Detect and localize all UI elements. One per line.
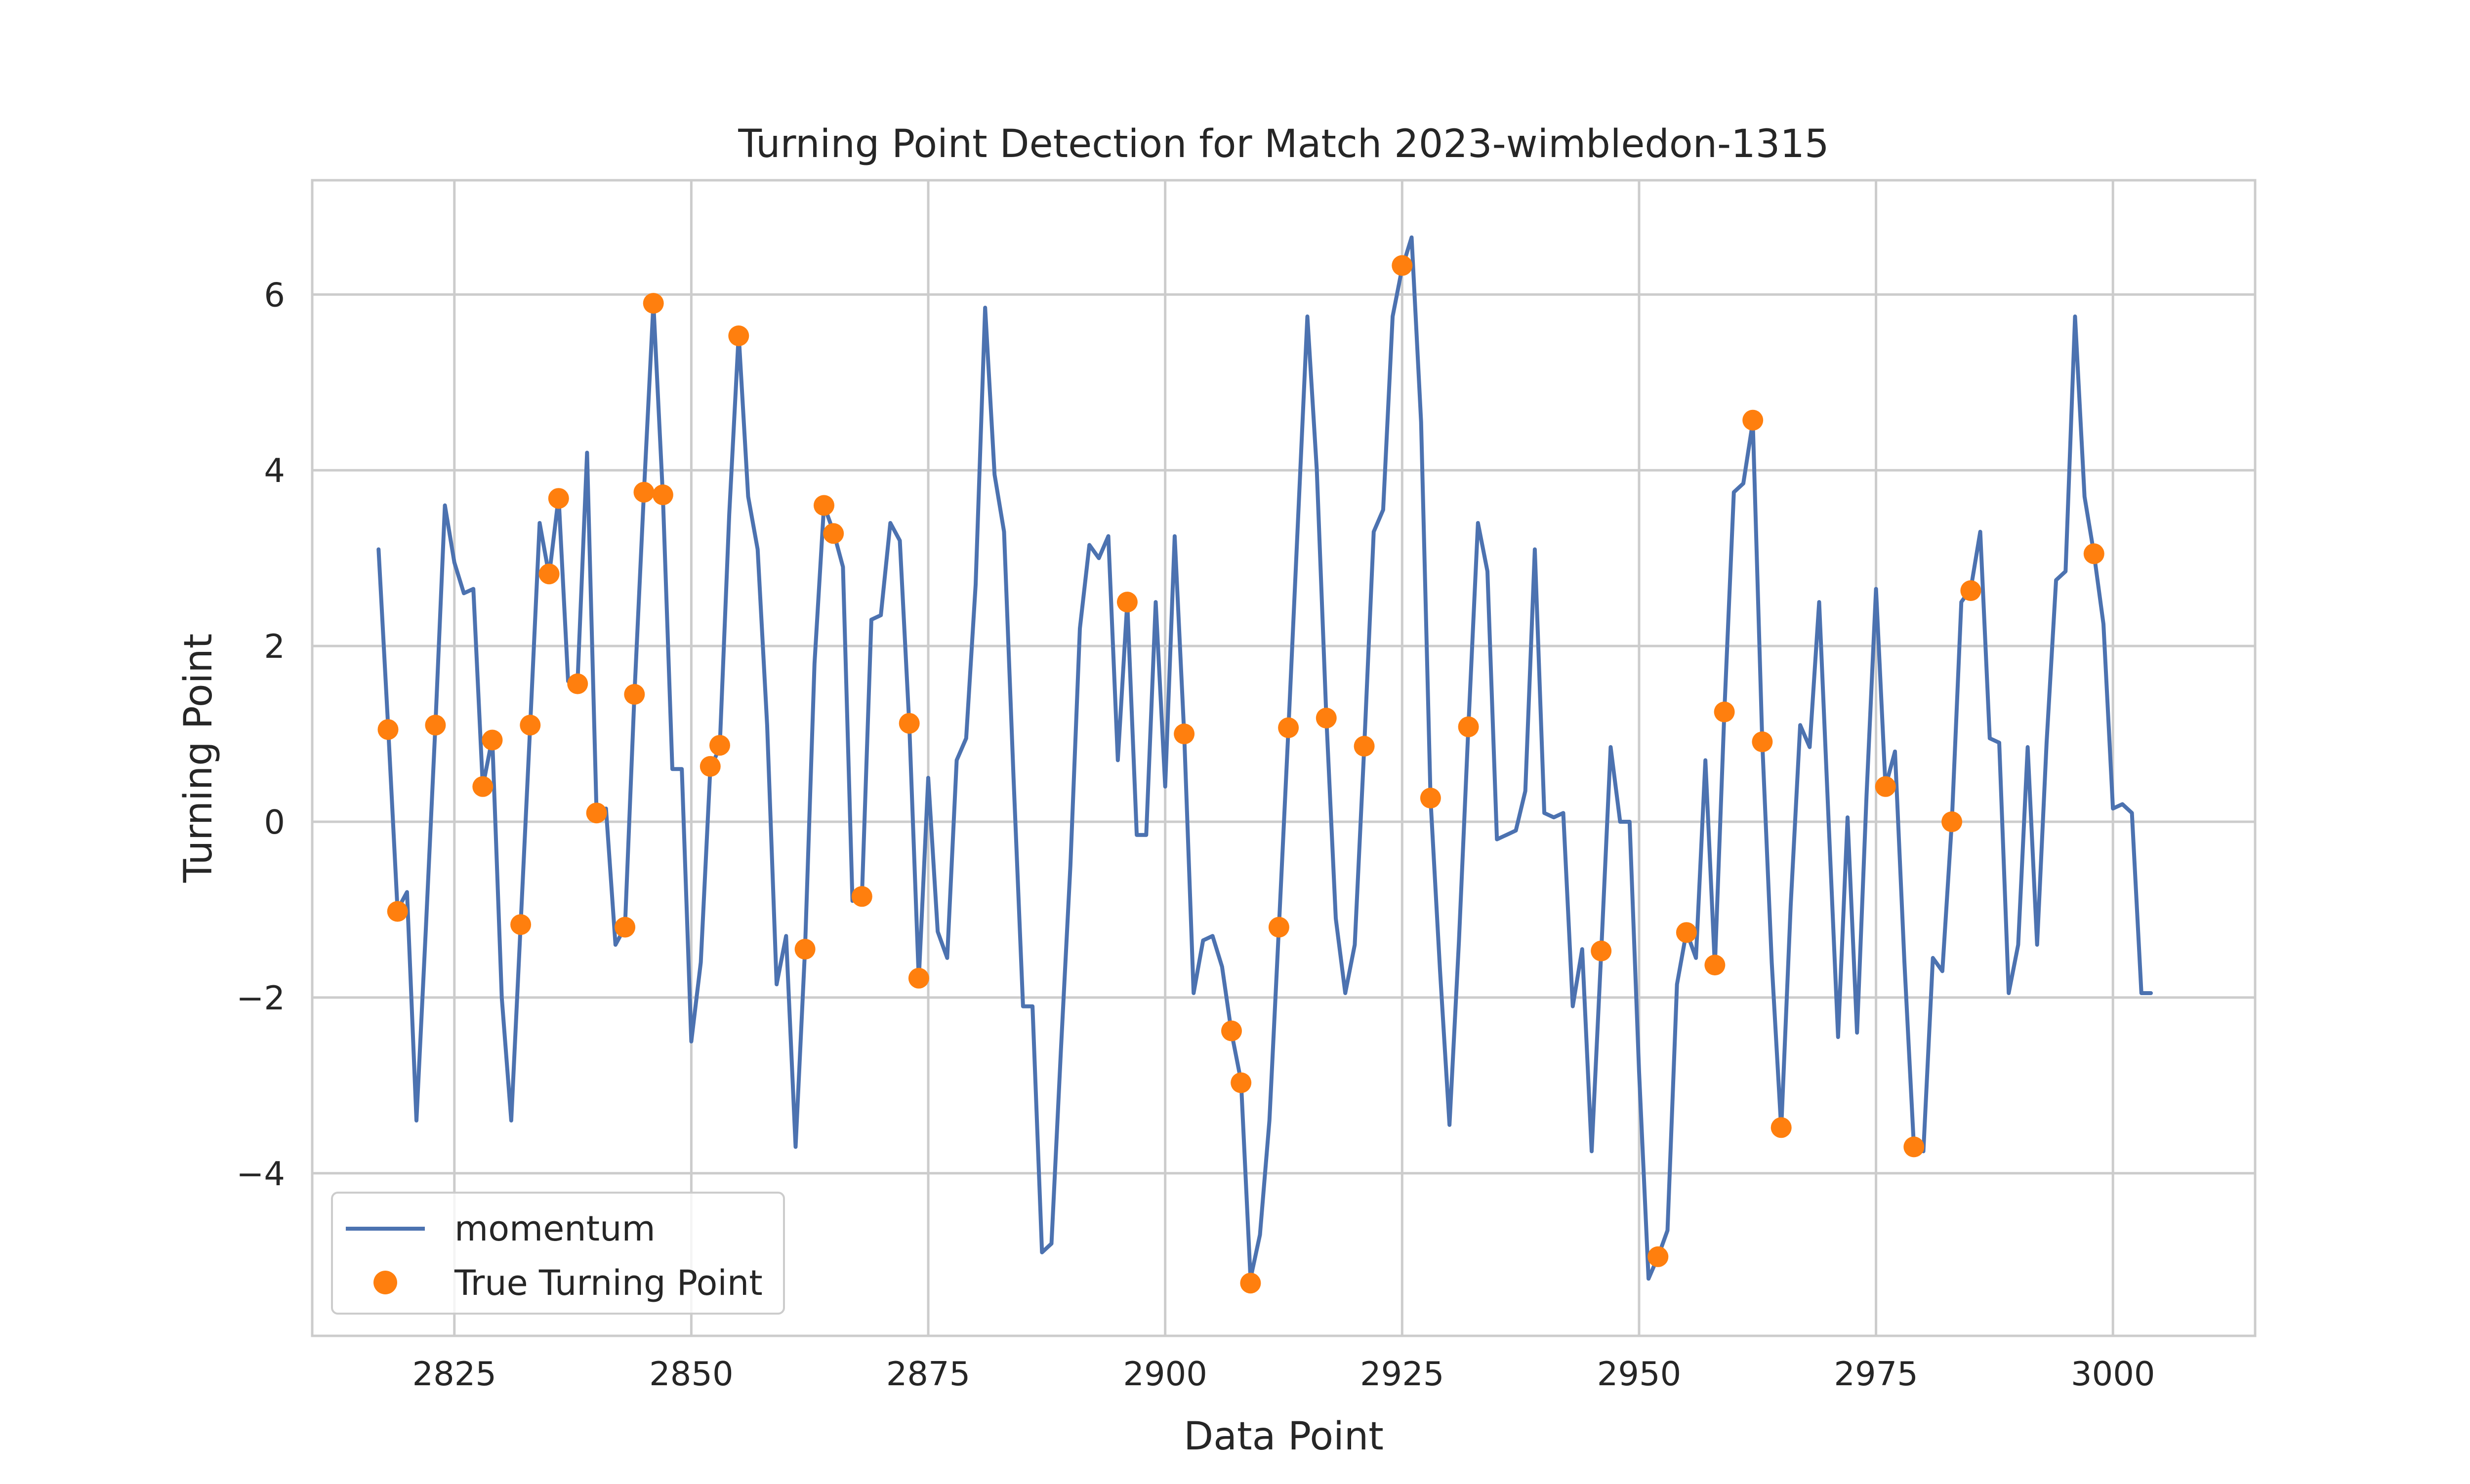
turning-point-marker <box>1116 592 1138 613</box>
turning-point-marker <box>624 684 645 705</box>
turning-point-marker <box>633 481 655 503</box>
legend-turning-point-swatch <box>373 1271 397 1294</box>
turning-point-marker <box>899 713 920 734</box>
point-layer <box>377 255 2104 1294</box>
turning-point-marker <box>1742 409 1764 431</box>
line-layer <box>376 235 2153 1281</box>
turning-point-marker <box>1647 1246 1669 1267</box>
turning-point-marker <box>1420 788 1441 808</box>
turning-point-marker <box>643 293 664 314</box>
legend: momentum True Turning Point <box>331 1192 785 1315</box>
turning-point-marker <box>586 802 607 824</box>
x-tick-label: 2975 <box>1834 1355 1918 1393</box>
turning-point-marker <box>851 886 872 907</box>
turning-point-marker <box>520 715 541 736</box>
turning-point-marker <box>823 523 844 544</box>
turning-point-marker <box>1240 1273 1261 1294</box>
x-tick-label: 3000 <box>2071 1355 2155 1393</box>
turning-point-marker <box>615 917 636 938</box>
turning-point-marker <box>482 729 503 751</box>
chart-title: Turning Point Detection for Match 2023-w… <box>738 122 1829 166</box>
turning-point-marker <box>794 939 816 960</box>
turning-point-marker <box>1392 255 1413 276</box>
turning-point-marker <box>425 715 446 736</box>
turning-point-marker <box>548 488 569 509</box>
x-axis-label: Data Point <box>1184 1414 1384 1459</box>
legend-box <box>331 1192 785 1315</box>
turning-point-marker <box>377 719 399 740</box>
y-axis-label: Turning Point <box>176 634 221 883</box>
turning-point-marker <box>1278 717 1299 738</box>
turning-point-marker <box>1704 955 1726 976</box>
y-tick-label: 0 <box>264 803 285 842</box>
y-tick-label: 2 <box>264 627 285 666</box>
turning-point-marker <box>1752 731 1773 753</box>
turning-point-marker <box>1676 922 1697 943</box>
turning-point-marker <box>1354 736 1375 757</box>
turning-point-marker <box>728 325 749 346</box>
turning-point-marker <box>387 901 408 922</box>
turning-point-marker <box>1231 1072 1252 1093</box>
x-tick-label: 2850 <box>649 1355 734 1393</box>
turning-point-marker <box>1221 1020 1242 1042</box>
turning-point-marker <box>510 914 532 935</box>
x-tick-label: 2950 <box>1597 1355 1682 1393</box>
x-tick-label: 2825 <box>412 1355 497 1393</box>
turning-point-marker <box>2083 543 2104 564</box>
turning-point-marker <box>1714 701 1735 722</box>
tick-label-layer: 2825 2850 2875 2900 2925 2950 2975 3000 −4 −2 0 2 4 6 <box>236 276 2155 1393</box>
y-tick-label: −4 <box>236 1155 285 1193</box>
legend-turning-point-label: True Turning Point <box>454 1263 763 1303</box>
turning-point-marker <box>814 495 834 516</box>
x-tick-label: 2900 <box>1123 1355 1207 1393</box>
turning-point-marker <box>1875 776 1896 797</box>
y-tick-label: −2 <box>236 979 285 1017</box>
turning-point-marker <box>652 484 673 505</box>
plot-frame <box>311 179 2257 1337</box>
turning-point-marker <box>1591 940 1612 962</box>
legend-momentum-label: momentum <box>454 1208 656 1249</box>
turning-point-marker <box>567 673 588 694</box>
turning-point-marker <box>1903 1136 1925 1158</box>
turning-point-marker <box>1458 716 1479 737</box>
turning-point-marker <box>700 756 721 777</box>
momentum-line <box>376 235 2153 1281</box>
turning-point-marker <box>1960 580 1981 601</box>
turning-point-marker <box>709 735 730 756</box>
x-tick-label: 2925 <box>1360 1355 1444 1393</box>
turning-point-marker <box>1316 708 1337 728</box>
turning-point-marker <box>1174 723 1195 745</box>
turning-point-marker <box>538 563 560 585</box>
turning-point-marker <box>1268 917 1289 938</box>
turning-point-marker <box>472 776 494 797</box>
y-tick-label: 6 <box>264 276 285 314</box>
turning-point-marker <box>1770 1117 1792 1138</box>
y-tick-label: 4 <box>264 451 285 490</box>
turning-point-marker <box>908 967 929 989</box>
turning-point-marker <box>1941 811 1963 832</box>
x-tick-label: 2875 <box>886 1355 971 1393</box>
